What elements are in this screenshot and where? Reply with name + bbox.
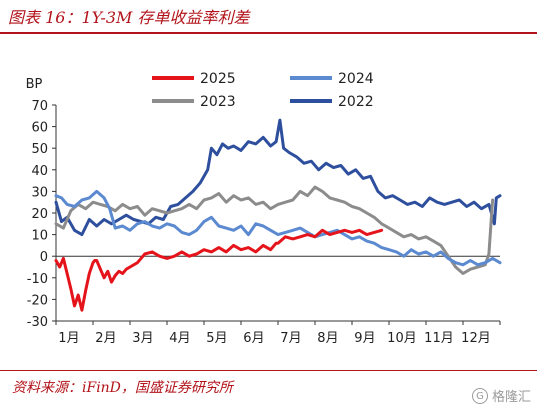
source-note: 资料来源：iFinD，国盛证券研究所 xyxy=(12,380,233,396)
chart-title: 图表 16：1Y-3M 存单收益率利差 xyxy=(8,8,250,27)
x-tick-label: 12月 xyxy=(461,331,491,346)
series-line-2022 xyxy=(54,118,502,237)
x-tick-label: 4月 xyxy=(169,331,190,346)
legend-label-2023: 2023 xyxy=(200,94,236,110)
y-tick-label: 50 xyxy=(31,142,48,157)
legend-label-2025: 2025 xyxy=(200,71,236,87)
y-tick-label: 60 xyxy=(31,121,48,136)
y-tick-label: -30 xyxy=(27,315,48,330)
y-tick-label: 40 xyxy=(31,164,48,179)
x-tick-label: 8月 xyxy=(317,331,338,346)
y-tick-label: 10 xyxy=(31,229,48,244)
title-divider xyxy=(0,32,537,34)
footer-divider xyxy=(0,370,537,371)
y-axis-label: BP xyxy=(26,77,43,92)
series-layer xyxy=(54,118,502,312)
series-line-2025 xyxy=(54,228,384,312)
x-tick-label: 7月 xyxy=(280,331,301,346)
y-tick-label: 70 xyxy=(31,99,48,114)
y-tick-label: 30 xyxy=(31,185,48,200)
x-tick-label: 10月 xyxy=(387,331,417,346)
x-tick-label: 2月 xyxy=(95,331,116,346)
x-tick-label: 6月 xyxy=(243,331,264,346)
x-tick-label: 3月 xyxy=(132,331,153,346)
line-chart: -30 -20 -10 0 10 20 30 40 50 60 70 1月 2月 3月 4月 5月 6月 7月 8… xyxy=(26,71,502,346)
series-line-2023 xyxy=(54,185,495,275)
watermark-logo-icon: G xyxy=(471,387,488,404)
y-tick-label: -10 xyxy=(27,272,48,287)
x-tick-label: 11月 xyxy=(424,331,454,346)
legend: 2025 2024 2023 2022 xyxy=(152,71,374,110)
watermark-text: 格隆汇 xyxy=(491,390,531,405)
y-tick-label: 0 xyxy=(40,250,48,265)
legend-label-2024: 2024 xyxy=(338,71,374,87)
y-tick-label: 20 xyxy=(31,207,48,222)
y-axis: -30 -20 -10 0 10 20 30 40 50 60 70 xyxy=(27,99,57,330)
watermark: G 格隆汇 xyxy=(471,386,531,405)
x-axis: 1月 2月 3月 4月 5月 6月 7月 8月 9月 10月 11月 12月 xyxy=(55,255,501,346)
x-tick-label: 1月 xyxy=(58,331,79,346)
y-tick-label: -20 xyxy=(27,293,48,308)
legend-label-2022: 2022 xyxy=(338,94,374,110)
x-tick-label: 9月 xyxy=(354,331,375,346)
x-tick-label: 5月 xyxy=(206,331,227,346)
series-line-2024 xyxy=(54,189,502,267)
